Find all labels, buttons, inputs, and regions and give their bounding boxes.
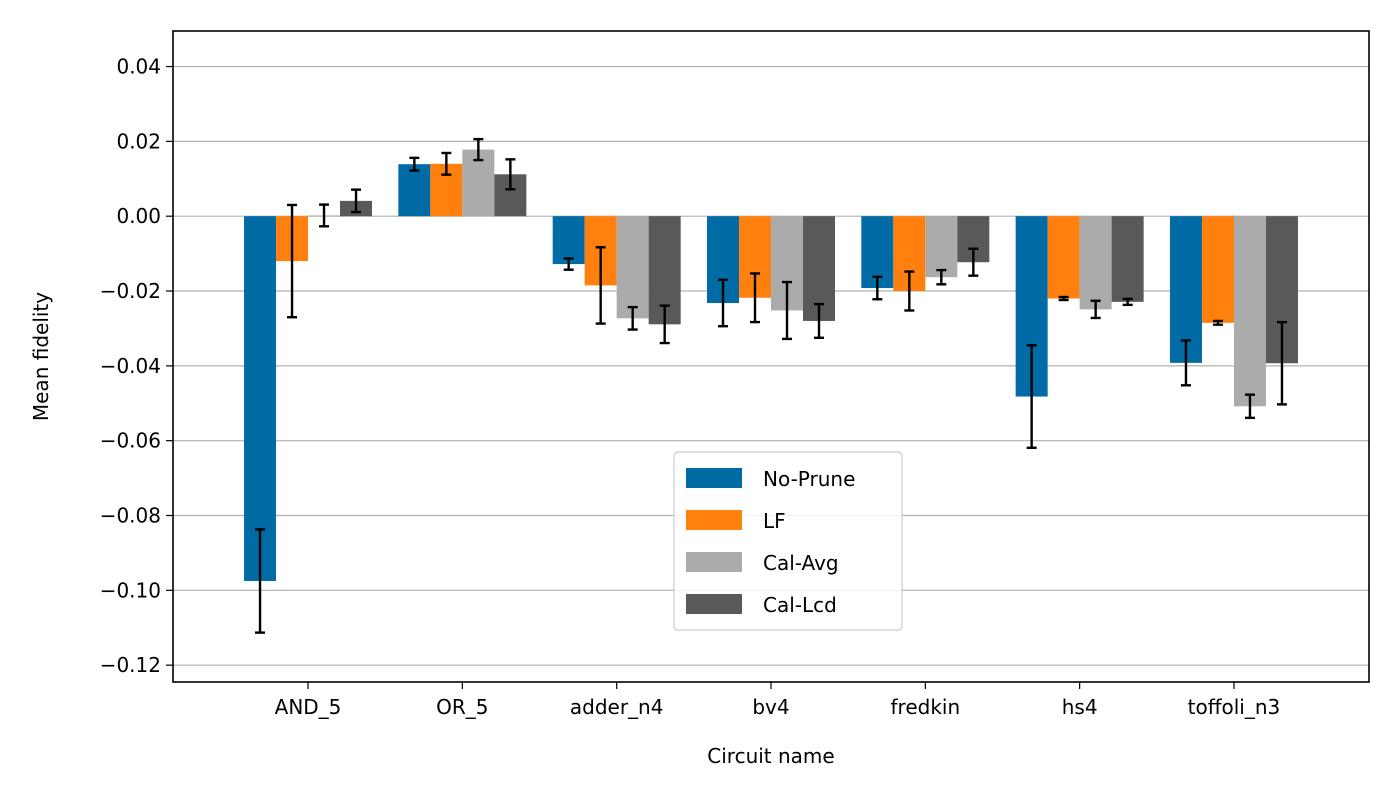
- y-tick-label: −0.06: [100, 429, 161, 453]
- legend-swatch: [686, 594, 742, 614]
- bar: [1111, 216, 1144, 302]
- y-axis-ticks: 0.04 0.02 0.00 −0.02 −0.04 −0.06 −0.08 −0.10 −0.…: [100, 55, 173, 677]
- bar: [616, 216, 649, 319]
- y-tick-label: 0.04: [116, 55, 161, 79]
- bar: [1233, 216, 1266, 407]
- y-tick-label: 0.00: [116, 204, 161, 228]
- grid-lines: [173, 65, 1369, 666]
- bar: [1169, 216, 1202, 363]
- x-tick-label: AND_5: [275, 695, 342, 719]
- x-axis-ticks: AND_5 OR_5 adder_n4 bv4 fredkin hs4 toffoli_n3: [275, 682, 1281, 719]
- legend-swatch: [686, 552, 742, 572]
- y-tick-label: −0.12: [100, 653, 161, 677]
- bar: [1079, 216, 1112, 310]
- bar: [1047, 216, 1080, 299]
- bar: [244, 216, 277, 581]
- bar: [925, 216, 958, 278]
- bar: [552, 216, 585, 265]
- y-tick-label: −0.04: [100, 354, 161, 378]
- x-tick-label: toffoli_n3: [1188, 695, 1281, 719]
- legend-swatch: [686, 468, 742, 488]
- legend-swatch: [686, 510, 742, 530]
- legend-label: No-Prune: [763, 467, 855, 491]
- y-tick-label: −0.10: [100, 578, 161, 602]
- x-tick-label: fredkin: [891, 695, 961, 719]
- legend-label: Cal-Avg: [763, 551, 839, 575]
- x-axis-title: Circuit name: [707, 744, 834, 768]
- bar: [1201, 216, 1234, 323]
- y-tick-label: 0.02: [116, 129, 161, 153]
- y-tick-label: −0.02: [100, 279, 161, 303]
- error-bars: [255, 137, 1287, 634]
- x-tick-label: adder_n4: [570, 695, 664, 719]
- x-tick-label: bv4: [752, 695, 789, 719]
- y-tick-label: −0.08: [100, 504, 161, 528]
- legend-box: [673, 451, 903, 631]
- x-tick-label: hs4: [1062, 695, 1098, 719]
- bar: [398, 164, 431, 217]
- legend-label: LF: [763, 509, 786, 533]
- legend-label: Cal-Lcd: [763, 593, 837, 617]
- y-axis-title: Mean fidelity: [29, 292, 53, 421]
- legend: No-Prune LF Cal-Avg Cal-Lcd: [673, 451, 903, 631]
- bars: [244, 149, 1298, 581]
- x-tick-label: OR_5: [436, 695, 488, 719]
